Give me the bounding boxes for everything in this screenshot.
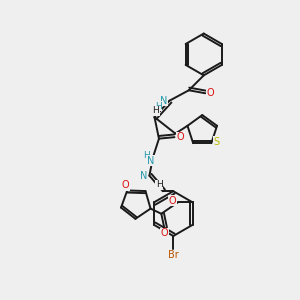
Text: H: H: [153, 106, 159, 115]
Text: O: O: [169, 196, 176, 206]
Text: O: O: [160, 229, 168, 238]
Text: H: H: [156, 180, 163, 189]
Text: O: O: [122, 180, 130, 190]
Text: O: O: [176, 132, 184, 142]
Text: O: O: [207, 88, 214, 98]
Text: Br: Br: [168, 250, 179, 260]
Text: N: N: [147, 156, 154, 166]
Text: N: N: [140, 171, 148, 181]
Text: H: H: [155, 102, 161, 111]
Text: H: H: [143, 151, 150, 160]
Text: N: N: [160, 96, 168, 106]
Text: S: S: [214, 137, 220, 147]
